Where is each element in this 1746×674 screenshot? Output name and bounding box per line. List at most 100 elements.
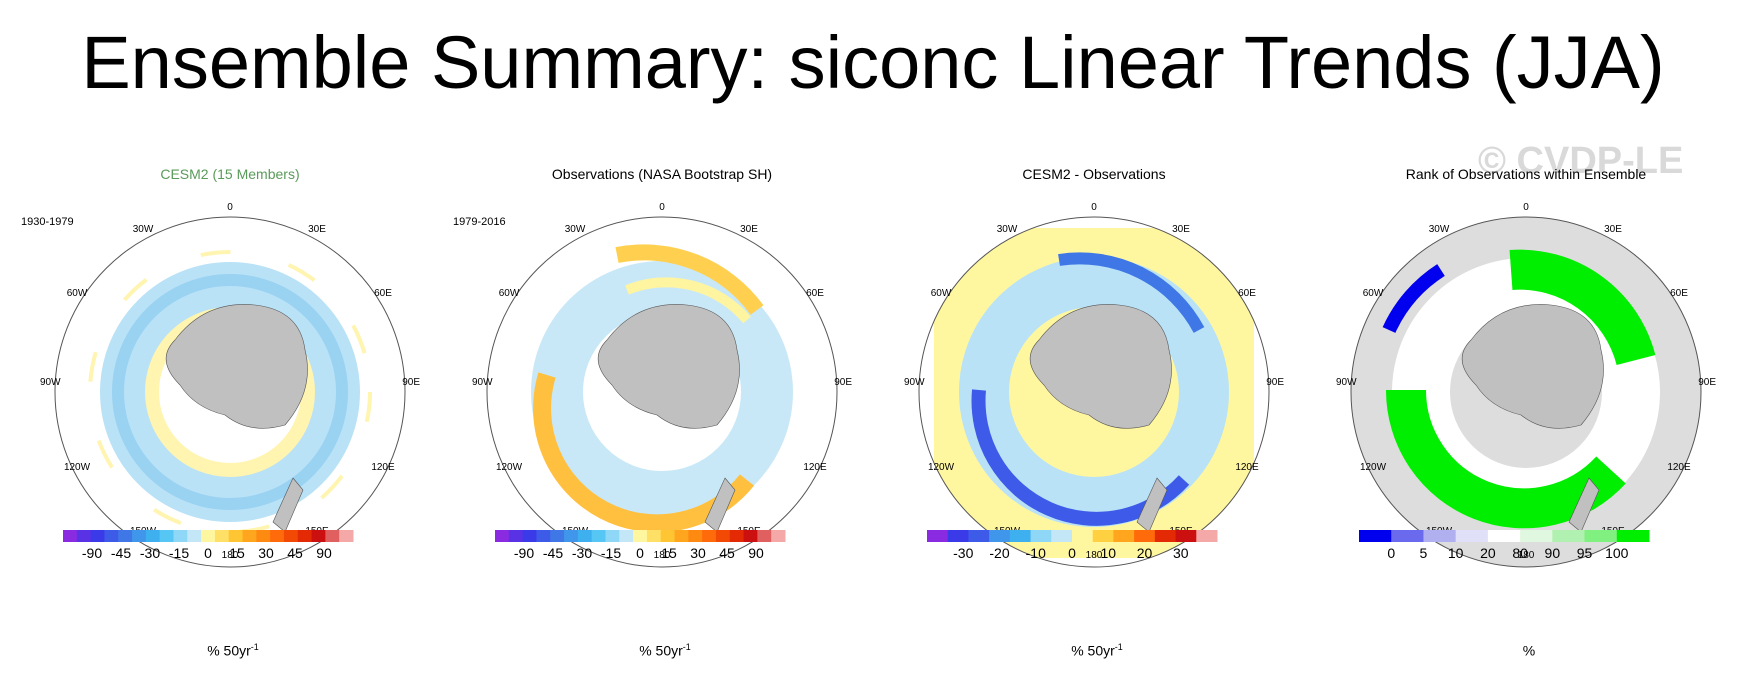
colorbar-swatch bbox=[1134, 530, 1156, 542]
colorbar-tick-label: 90 bbox=[1545, 545, 1561, 561]
polar-map: 0 30E 60E 90E 120E 150E 180 150W 120W 90… bbox=[40, 202, 420, 568]
colorbar-swatch bbox=[989, 530, 1011, 542]
colorbar-swatch bbox=[605, 530, 620, 542]
colorbar-tick-label: -30 bbox=[140, 545, 160, 561]
colorbar-tick-label: -45 bbox=[543, 545, 563, 561]
lon-label: 120E bbox=[371, 462, 395, 473]
colorbar-swatch bbox=[1552, 530, 1586, 542]
colorbar-swatch bbox=[564, 530, 579, 542]
colorbar-swatch bbox=[550, 530, 565, 542]
lon-label: 90E bbox=[402, 377, 420, 388]
colorbar-swatch bbox=[1487, 530, 1521, 542]
colorbar-swatch bbox=[633, 530, 648, 542]
lon-label: 60E bbox=[1670, 288, 1688, 299]
colorbar-swatch bbox=[1051, 530, 1073, 542]
polar-map: 0 30E 60E 90E 120E 150E 180 150W 120W 90… bbox=[1336, 202, 1716, 568]
watermark: © CVDP-LE bbox=[1478, 140, 1684, 182]
colorbar-tick-label: -45 bbox=[111, 545, 131, 561]
period-label: 1930-1979 bbox=[21, 216, 74, 228]
colorbar-swatch bbox=[118, 530, 133, 542]
colorbar-swatch bbox=[771, 530, 786, 542]
lon-label: 120W bbox=[928, 462, 955, 473]
colorbar-swatch bbox=[132, 530, 147, 542]
colorbar-tick-label: 20 bbox=[1480, 545, 1496, 561]
colorbar-swatch bbox=[201, 530, 216, 542]
page-title: Ensemble Summary: siconc Linear Trends (… bbox=[81, 21, 1665, 104]
colorbar-swatch bbox=[1520, 530, 1553, 542]
panel-rank: Rank of Observations within Ensemble 0 3… bbox=[1311, 160, 1741, 660]
colorbar-tick-label: 95 bbox=[1577, 545, 1593, 561]
colorbar-tick-label: -30 bbox=[572, 545, 592, 561]
lon-label: 30E bbox=[1604, 224, 1622, 235]
colorbar-swatch bbox=[729, 530, 745, 542]
colorbar-tick-label: 0 bbox=[1068, 545, 1076, 561]
panel-observations: Observations (NASA Bootstrap SH) 1979-20… bbox=[447, 160, 877, 660]
colorbar-tick-label: 90 bbox=[316, 545, 332, 561]
colorbar-swatch bbox=[1616, 530, 1650, 542]
lon-label: 90W bbox=[40, 377, 61, 388]
lon-label: 120W bbox=[496, 462, 523, 473]
colorbar-swatch bbox=[159, 530, 174, 542]
polar-map: 0 30E 60E 90E 120E 150E 180 150W 120W 90… bbox=[472, 202, 852, 568]
colorbar-swatch bbox=[757, 530, 772, 542]
lon-label: 30W bbox=[997, 224, 1018, 235]
colorbar-tick-label: 45 bbox=[719, 545, 735, 561]
colorbar-swatch bbox=[591, 530, 606, 542]
colorbar-tick-label: -20 bbox=[989, 545, 1009, 561]
colorbar-swatch bbox=[311, 530, 326, 542]
lon-label: 60W bbox=[67, 288, 88, 299]
colorbar-swatch bbox=[228, 530, 244, 542]
lon-label: 180 bbox=[1518, 550, 1535, 561]
panel-difference: CESM2 - Observations 0 30E 60E 90E 120E … bbox=[879, 160, 1309, 660]
colorbar-tick-label: 0 bbox=[636, 545, 644, 561]
lon-label: 90E bbox=[834, 377, 852, 388]
colorbar-swatch bbox=[1072, 530, 1094, 542]
colorbar: 0 5 10 20 80 90 95 100 bbox=[1359, 530, 1650, 561]
colorbar-unit: % 50yr-1 bbox=[207, 642, 259, 659]
colorbar-swatch bbox=[1175, 530, 1197, 542]
lon-label: 0 bbox=[1523, 202, 1529, 213]
lon-label: 60E bbox=[1238, 288, 1256, 299]
period-label: 1979-2016 bbox=[453, 216, 506, 228]
colorbar-swatch bbox=[495, 530, 510, 542]
lon-label: 90E bbox=[1266, 377, 1284, 388]
colorbar-tick-label: 10 bbox=[1448, 545, 1464, 561]
colorbar-swatch bbox=[1455, 530, 1489, 542]
colorbar-swatch bbox=[1154, 530, 1177, 542]
colorbar-swatch bbox=[1359, 530, 1392, 542]
colorbar-tick-label: 0 bbox=[204, 545, 212, 561]
lon-label: 180 bbox=[1086, 550, 1103, 561]
colorbar-tick-label: 30 bbox=[1173, 545, 1189, 561]
colorbar-tick-label: -10 bbox=[1026, 545, 1046, 561]
lon-label: 60W bbox=[1363, 288, 1384, 299]
colorbar-swatch bbox=[1423, 530, 1457, 542]
colorbar-swatch bbox=[688, 530, 703, 542]
lon-label: 90W bbox=[472, 377, 493, 388]
colorbar-tick-label: 30 bbox=[690, 545, 706, 561]
lon-label: 0 bbox=[227, 202, 233, 213]
colorbar-swatch bbox=[187, 530, 202, 542]
colorbar-swatch bbox=[242, 530, 257, 542]
panel-title: CESM2 (15 Members) bbox=[160, 166, 300, 182]
lon-label: 60E bbox=[374, 288, 392, 299]
colorbar-swatch bbox=[522, 530, 537, 542]
colorbar-swatch bbox=[508, 530, 524, 542]
panel-title: CESM2 - Observations bbox=[1022, 166, 1166, 182]
colorbar-swatch bbox=[743, 530, 758, 542]
lon-label: 30W bbox=[1429, 224, 1450, 235]
lon-label: 30E bbox=[308, 224, 326, 235]
colorbar-swatch bbox=[63, 530, 78, 542]
lon-label: 30W bbox=[565, 224, 586, 235]
colorbar-swatch bbox=[536, 530, 551, 542]
colorbar-swatch bbox=[1030, 530, 1052, 542]
colorbar-swatch bbox=[702, 530, 717, 542]
colorbar-swatch bbox=[104, 530, 119, 542]
colorbar-swatch bbox=[297, 530, 313, 542]
lon-label: 120E bbox=[1667, 462, 1691, 473]
colorbar-tick-label: -90 bbox=[82, 545, 102, 561]
colorbar-swatch bbox=[1092, 530, 1114, 542]
colorbar-swatch bbox=[76, 530, 92, 542]
colorbar-swatch bbox=[674, 530, 689, 542]
lon-label: 30W bbox=[133, 224, 154, 235]
colorbar-unit: % 50yr-1 bbox=[1071, 642, 1123, 659]
